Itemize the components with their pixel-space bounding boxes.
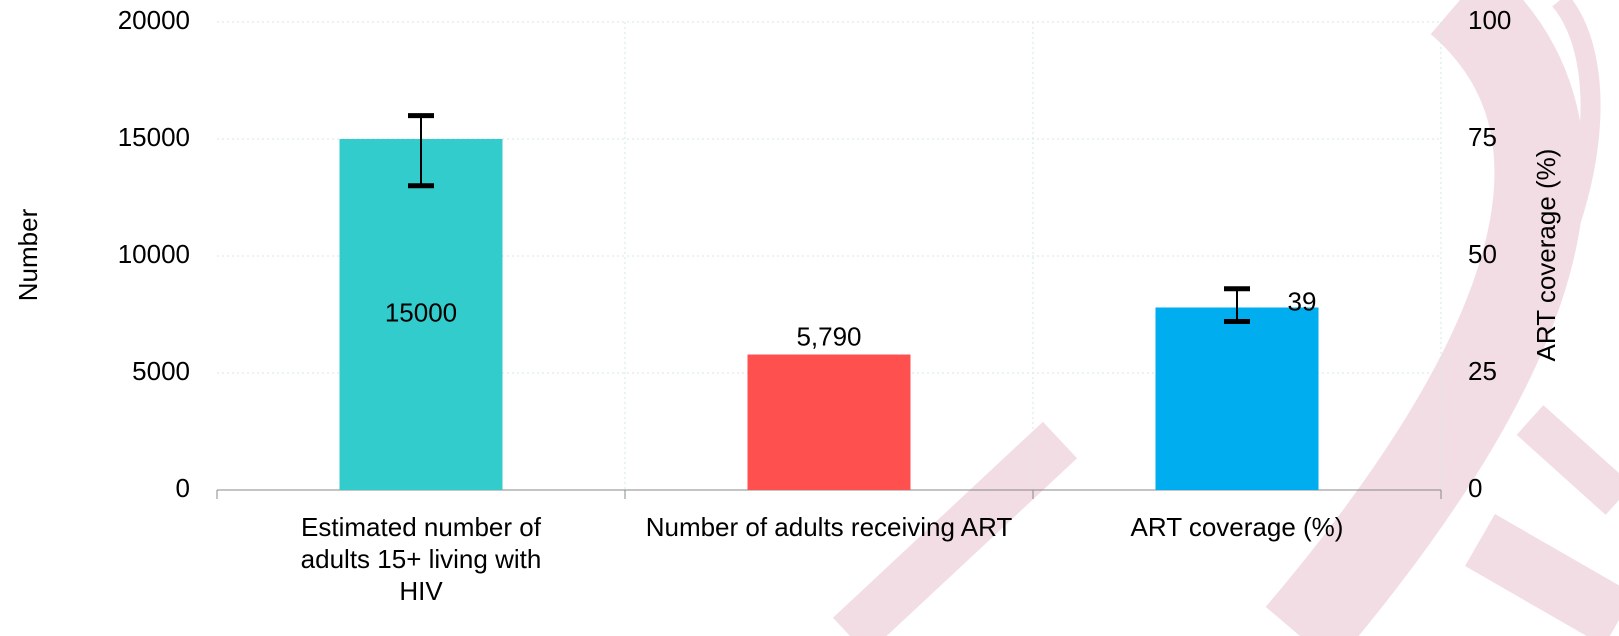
error-bar [1224, 286, 1250, 325]
y-tick-label: 0 [176, 473, 190, 503]
y2-tick-label: 0 [1468, 473, 1482, 503]
data-label: 39 [1288, 286, 1317, 316]
y2-tick-label: 25 [1468, 356, 1497, 386]
y-tick-label: 15000 [118, 122, 190, 152]
bar [339, 139, 503, 490]
y2-tick-label: 50 [1468, 239, 1497, 269]
x-tick-label: Estimated number of adults 15+ living wi… [300, 512, 542, 606]
bar [1155, 307, 1319, 490]
y2-axis-label: ART coverage (%) [1531, 149, 1561, 362]
data-label: 15000 [385, 297, 457, 327]
y-tick-label: 10000 [118, 239, 190, 269]
background-ribbon [832, 0, 1619, 636]
error-bar [408, 113, 434, 189]
y-axis-label: Number [13, 208, 43, 301]
x-tick-label: Number of adults receiving ART [645, 512, 1013, 542]
y2-tick-label: 75 [1468, 122, 1497, 152]
y-tick-label: 20000 [118, 5, 190, 35]
y-tick-label: 5000 [132, 356, 190, 386]
x-tick-label: ART coverage (%) [1130, 512, 1344, 542]
y2-tick-label: 100 [1468, 5, 1511, 35]
data-label: 5,790 [796, 321, 861, 351]
bar [747, 354, 911, 490]
